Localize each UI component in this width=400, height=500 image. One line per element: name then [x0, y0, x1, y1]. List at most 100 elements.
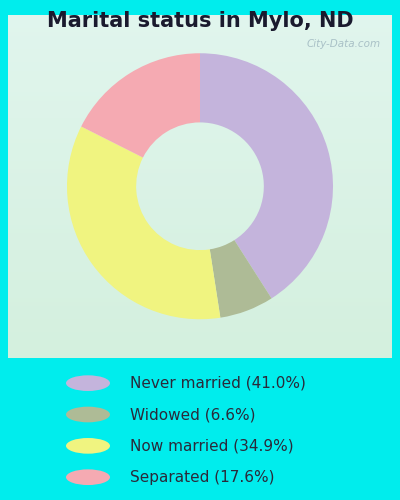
Bar — [142, 174, 147, 178]
Bar — [210, 126, 214, 130]
Bar — [301, 264, 306, 268]
Bar — [94, 160, 99, 165]
Bar — [238, 139, 243, 143]
Bar — [382, 139, 387, 143]
Bar — [104, 212, 109, 216]
Bar — [310, 118, 315, 122]
Bar — [190, 220, 195, 225]
Bar — [181, 246, 186, 250]
Bar — [330, 324, 334, 328]
Bar — [262, 349, 267, 353]
Bar — [61, 276, 66, 280]
Bar — [22, 264, 27, 268]
Bar — [301, 268, 306, 272]
Bar — [330, 96, 334, 100]
Bar — [214, 66, 219, 70]
Bar — [138, 234, 142, 237]
Bar — [262, 165, 267, 169]
Bar — [18, 32, 22, 36]
Bar — [46, 105, 51, 109]
Bar — [176, 259, 181, 264]
Bar — [85, 15, 90, 20]
Bar — [373, 319, 378, 324]
Bar — [32, 332, 37, 336]
Bar — [258, 289, 262, 294]
Bar — [18, 216, 22, 220]
Bar — [344, 229, 349, 234]
Bar — [56, 28, 61, 32]
Bar — [373, 88, 378, 92]
Bar — [344, 276, 349, 280]
Bar — [22, 84, 27, 88]
Bar — [166, 225, 171, 229]
Bar — [291, 280, 296, 284]
Bar — [61, 268, 66, 272]
Bar — [378, 186, 382, 190]
Bar — [238, 144, 243, 148]
Bar — [354, 118, 358, 122]
Bar — [301, 32, 306, 36]
Bar — [195, 15, 200, 20]
Bar — [354, 126, 358, 130]
Bar — [85, 328, 90, 332]
Bar — [66, 20, 70, 24]
Bar — [157, 340, 162, 344]
Bar — [142, 250, 147, 255]
Bar — [75, 284, 80, 289]
Bar — [152, 328, 157, 332]
Bar — [152, 152, 157, 156]
Bar — [296, 62, 301, 66]
Bar — [272, 92, 277, 96]
Bar — [22, 190, 27, 195]
Bar — [118, 54, 123, 58]
Bar — [181, 109, 186, 114]
Bar — [162, 324, 166, 328]
Bar — [118, 204, 123, 208]
Bar — [253, 66, 258, 70]
Bar — [315, 268, 320, 272]
Bar — [253, 276, 258, 280]
Bar — [200, 246, 205, 250]
Bar — [8, 36, 13, 40]
Bar — [262, 255, 267, 259]
Bar — [272, 306, 277, 310]
Bar — [296, 306, 301, 310]
Bar — [277, 50, 282, 54]
Bar — [354, 349, 358, 353]
Bar — [13, 109, 18, 114]
Bar — [229, 182, 234, 186]
Bar — [37, 229, 42, 234]
Bar — [147, 276, 152, 280]
Bar — [349, 220, 354, 225]
Bar — [334, 220, 339, 225]
Bar — [66, 284, 70, 289]
Bar — [214, 144, 219, 148]
Bar — [210, 246, 214, 250]
Bar — [262, 276, 267, 280]
Bar — [315, 139, 320, 143]
Bar — [382, 306, 387, 310]
Bar — [166, 156, 171, 160]
Bar — [382, 135, 387, 139]
Bar — [99, 88, 104, 92]
Bar — [104, 92, 109, 96]
Bar — [310, 276, 315, 280]
Bar — [248, 122, 253, 126]
Bar — [13, 310, 18, 314]
Bar — [186, 340, 190, 344]
Bar — [13, 229, 18, 234]
Bar — [363, 259, 368, 264]
Bar — [315, 36, 320, 40]
Bar — [8, 92, 13, 96]
Bar — [262, 208, 267, 212]
Bar — [306, 195, 310, 199]
Bar — [75, 272, 80, 276]
Bar — [138, 40, 142, 45]
Bar — [339, 114, 344, 117]
Bar — [70, 246, 75, 250]
Bar — [56, 289, 61, 294]
Bar — [51, 96, 56, 100]
Bar — [301, 36, 306, 40]
Bar — [267, 36, 272, 40]
Bar — [109, 284, 114, 289]
